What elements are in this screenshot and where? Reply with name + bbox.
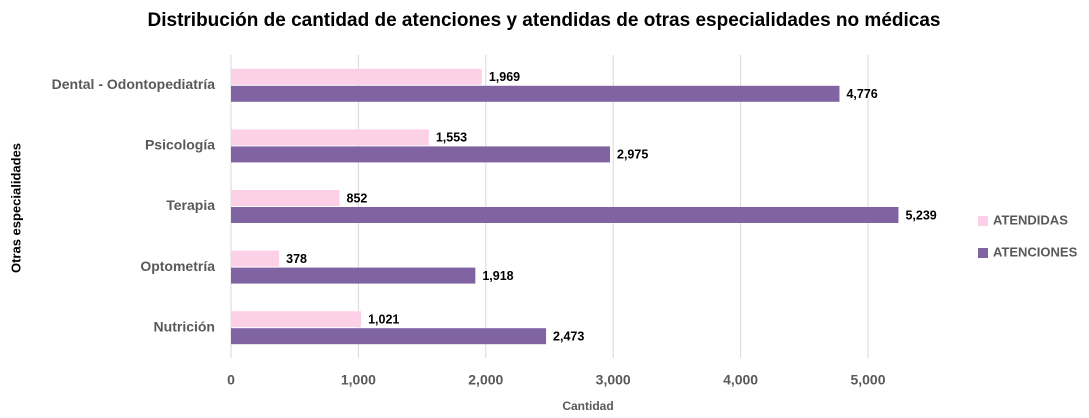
bar [231, 250, 280, 267]
x-tick-label: 1,000 [341, 372, 376, 388]
y-axis-label: Otras especialidades [8, 143, 23, 273]
data-label: 2,975 [617, 148, 648, 162]
y-tick-label: Psicología [145, 137, 215, 153]
chart-title: Distribución de cantidad de atenciones y… [148, 10, 941, 31]
bar [231, 190, 340, 206]
bar [231, 146, 611, 163]
bar [231, 311, 362, 328]
data-label: 1,021 [368, 312, 399, 326]
x-tick-label: 0 [227, 372, 235, 388]
data-label: 852 [347, 191, 368, 205]
y-tick-label: Dental - Odontopediatría [52, 76, 216, 92]
legend-swatch [978, 216, 988, 226]
data-label: 5,239 [905, 208, 936, 222]
data-label: 4,776 [846, 87, 877, 101]
data-label: 378 [286, 252, 307, 266]
legend-swatch [978, 248, 988, 258]
x-tick-label: 5,000 [850, 372, 885, 388]
legend-label: ATENCIONES [993, 244, 1078, 259]
bar [231, 129, 429, 146]
bar [231, 68, 482, 85]
bar [231, 207, 899, 223]
x-axis-label: Cantidad [562, 399, 613, 413]
data-label: 1,969 [489, 70, 520, 84]
data-label: 1,918 [482, 269, 513, 283]
legend-label: ATENDIDAS [993, 212, 1068, 227]
data-label: 2,473 [553, 329, 584, 343]
bar [231, 328, 547, 345]
y-tick-label: Nutrición [154, 318, 215, 334]
x-tick-label: 4,000 [723, 372, 758, 388]
data-label: 1,553 [436, 131, 467, 145]
y-tick-label: Terapia [166, 197, 215, 213]
x-tick-label: 3,000 [596, 372, 631, 388]
bar [231, 267, 476, 284]
x-tick-label: 2,000 [468, 372, 503, 388]
bar [231, 85, 840, 102]
y-tick-label: Optometría [140, 258, 215, 274]
